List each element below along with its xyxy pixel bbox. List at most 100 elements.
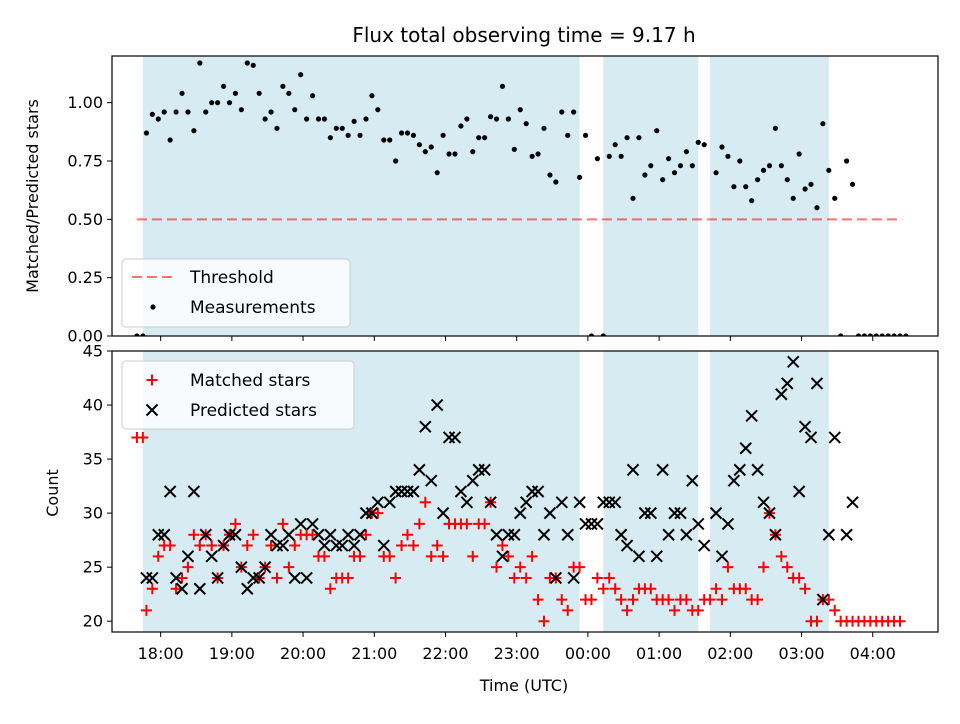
matched-stars-point-68: [526, 550, 538, 562]
chart-title: Flux total observing time = 9.17 h: [352, 23, 695, 47]
measurement-point-95: [689, 163, 695, 169]
predicted-stars-point-92: [680, 528, 693, 541]
measurement-point-66: [517, 107, 523, 113]
predicted-stars-point-65: [519, 496, 533, 509]
matched-stars-point-20: [241, 540, 253, 552]
matched-stars-point-114: [799, 583, 811, 595]
legend-predicted-label: Predicted stars: [190, 401, 317, 421]
measurement-point-51: [428, 144, 434, 150]
predicted-stars-point-88: [656, 463, 669, 477]
predicted-stars-point-32: [324, 528, 337, 541]
predicted-stars-point-72: [561, 528, 574, 541]
predicted-stars-point-114: [816, 593, 830, 606]
measurement-point-100: [725, 153, 731, 159]
predicted-stars-point-75: [579, 517, 592, 531]
measurement-point-14: [209, 100, 215, 106]
predicted-stars-point-47: [413, 463, 426, 477]
measurement-point-20: [244, 60, 250, 66]
predicted-stars-point-64: [514, 506, 527, 520]
measurement-point-56: [458, 123, 464, 129]
bottom-y-tick-label-2: 25: [83, 558, 103, 577]
matched-stars-point-110: [775, 550, 787, 562]
measurement-point-111: [790, 195, 796, 201]
predicted-stars-point-46: [407, 485, 420, 498]
predicted-stars-point-40: [371, 496, 385, 509]
x-tick-label-5: 22:00: [422, 644, 468, 663]
x-axis-label: Time (UTC): [479, 676, 568, 695]
predicted-stars-point-69: [543, 506, 557, 520]
bottom-panel-y-axis-label: Count: [43, 469, 62, 517]
predicted-stars-point-20: [252, 571, 266, 585]
matched-stars-point-28: [289, 540, 301, 552]
bottom-y-tick-label-1: 20: [83, 612, 103, 631]
measurement-point-23: [262, 116, 268, 122]
measurement-point-110: [784, 177, 790, 183]
measurement-point-1: [134, 333, 140, 336]
measurement-point-87: [642, 172, 648, 178]
measurement-point-120: [844, 158, 850, 164]
predicted-stars-point-100: [733, 463, 747, 477]
legend-measurements-label: Measurements: [190, 298, 316, 318]
measurement-point-48: [410, 132, 417, 138]
predicted-stars-point-106: [769, 528, 782, 541]
measurement-point-33: [321, 116, 328, 122]
measurement-point-121: [849, 181, 856, 187]
measurement-point-42: [375, 107, 381, 113]
measurement-point-19: [238, 107, 244, 113]
matched-stars-point-63: [496, 540, 508, 552]
measurement-point-11: [191, 128, 197, 134]
matched-stars-point-76: [574, 561, 586, 573]
measurement-point-89: [654, 128, 660, 134]
predicted-stars-point-67: [531, 485, 545, 498]
predicted-stars-point-49: [425, 474, 438, 487]
measurement-point-49: [416, 142, 422, 148]
predicted-stars-point-96: [709, 506, 723, 520]
matched-stars-point-52: [431, 540, 443, 552]
predicted-stars-point-8: [181, 550, 195, 563]
x-tick-label-11: 04:00: [850, 644, 896, 663]
matched-stars-point-69: [532, 594, 544, 606]
matched-stars-point-18: [229, 518, 241, 530]
measurement-point-125: [873, 333, 879, 336]
measurement-point-67: [523, 121, 529, 127]
matched-stars-point-99: [710, 583, 722, 595]
predicted-stars-point-117: [840, 528, 853, 541]
measurement-point-18: [232, 90, 239, 96]
measurement-point-24: [268, 109, 274, 115]
measurement-point-88: [648, 163, 654, 169]
measurement-point-81: [606, 153, 612, 159]
predicted-stars-point-22: [264, 528, 278, 541]
measurement-point-108: [772, 125, 779, 131]
predicted-stars-point-36: [347, 539, 361, 552]
predicted-stars-series: [140, 355, 859, 606]
matched-stars-point-82: [609, 583, 621, 595]
matched-stars-point-46: [396, 540, 408, 552]
matched-stars-point-106: [752, 594, 764, 606]
measurement-point-75: [571, 109, 577, 115]
measurement-point-53: [440, 132, 446, 138]
x-tick-label-6: 23:00: [494, 644, 540, 663]
predicted-stars-point-103: [751, 463, 764, 477]
measurement-point-12: [197, 60, 203, 66]
measurement-point-6: [161, 109, 167, 115]
legend-threshold-label: Threshold: [189, 268, 274, 288]
measurement-point-41: [369, 93, 375, 99]
predicted-stars-point-25: [282, 528, 296, 541]
predicted-stars-point-115: [822, 528, 836, 541]
predicted-stars-point-39: [365, 506, 379, 520]
matched-stars-series: [131, 431, 906, 627]
measurement-point-83: [618, 153, 624, 159]
predicted-stars-point-91: [674, 506, 687, 520]
predicted-stars-point-31: [318, 539, 331, 552]
measurement-point-8: [173, 109, 179, 115]
matched-stars-point-11: [188, 529, 200, 541]
matched-stars-point-104: [740, 583, 752, 595]
bottom-y-tick-label-4: 35: [83, 450, 103, 469]
measurement-point-54: [446, 151, 452, 157]
matched-stars-point-34: [324, 583, 336, 595]
measurement-point-77: [582, 132, 589, 138]
measurement-point-16: [220, 83, 227, 89]
measurement-point-10: [185, 109, 191, 115]
matched-stars-point-57: [461, 518, 473, 530]
